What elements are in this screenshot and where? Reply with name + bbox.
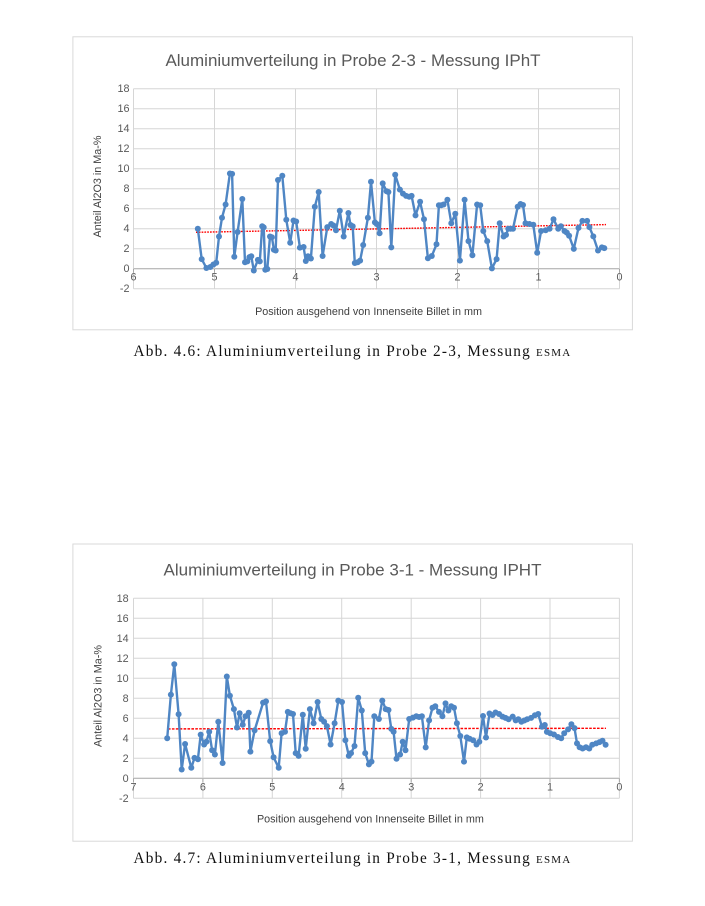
svg-text:12: 12 — [117, 143, 129, 155]
svg-text:3: 3 — [408, 781, 414, 793]
svg-text:12: 12 — [117, 653, 129, 665]
svg-text:Anteil Al2O3 in Ma-%: Anteil Al2O3 in Ma-% — [93, 645, 105, 747]
svg-text:6: 6 — [130, 272, 136, 284]
svg-text:5: 5 — [211, 272, 217, 284]
svg-text:Anteil Al2O3 in Ma-%: Anteil Al2O3 in Ma-% — [92, 135, 104, 237]
svg-text:3: 3 — [373, 272, 379, 284]
svg-text:10: 10 — [117, 163, 129, 175]
svg-text:0: 0 — [123, 263, 129, 275]
svg-text:-2: -2 — [120, 283, 130, 295]
svg-text:8: 8 — [123, 693, 129, 705]
svg-text:0: 0 — [616, 781, 622, 793]
svg-text:Aluminiumverteilung in Probe 2: Aluminiumverteilung in Probe 2-3 - Messu… — [165, 51, 540, 70]
svg-text:-2: -2 — [119, 793, 129, 805]
svg-text:6: 6 — [123, 203, 129, 215]
svg-text:2: 2 — [478, 781, 484, 793]
svg-text:1: 1 — [535, 272, 541, 284]
svg-text:16: 16 — [117, 613, 129, 625]
svg-text:Aluminiumverteilung in Probe 3: Aluminiumverteilung in Probe 3-1 - Messu… — [164, 561, 542, 580]
svg-text:Position ausgehend von Innense: Position ausgehend von Innenseite Billet… — [255, 306, 482, 318]
svg-text:18: 18 — [117, 83, 129, 95]
svg-text:4: 4 — [339, 781, 345, 793]
svg-text:4: 4 — [292, 272, 298, 284]
svg-text:2: 2 — [123, 753, 129, 765]
svg-text:4: 4 — [123, 223, 129, 235]
svg-text:Position ausgehend von Innense: Position ausgehend von Innenseite Billet… — [257, 814, 484, 826]
svg-text:0: 0 — [616, 272, 622, 284]
svg-text:1: 1 — [547, 781, 553, 793]
svg-text:5: 5 — [269, 781, 275, 793]
svg-text:8: 8 — [123, 183, 129, 195]
svg-text:10: 10 — [117, 673, 129, 685]
svg-text:2: 2 — [123, 243, 129, 255]
svg-text:16: 16 — [117, 103, 129, 115]
svg-text:14: 14 — [117, 633, 129, 645]
svg-text:6: 6 — [123, 713, 129, 725]
svg-text:7: 7 — [130, 781, 136, 793]
svg-text:18: 18 — [117, 593, 129, 605]
svg-text:2: 2 — [454, 272, 460, 284]
svg-text:4: 4 — [123, 733, 129, 745]
svg-text:0: 0 — [123, 773, 129, 785]
svg-text:14: 14 — [117, 123, 129, 135]
svg-text:6: 6 — [200, 781, 206, 793]
